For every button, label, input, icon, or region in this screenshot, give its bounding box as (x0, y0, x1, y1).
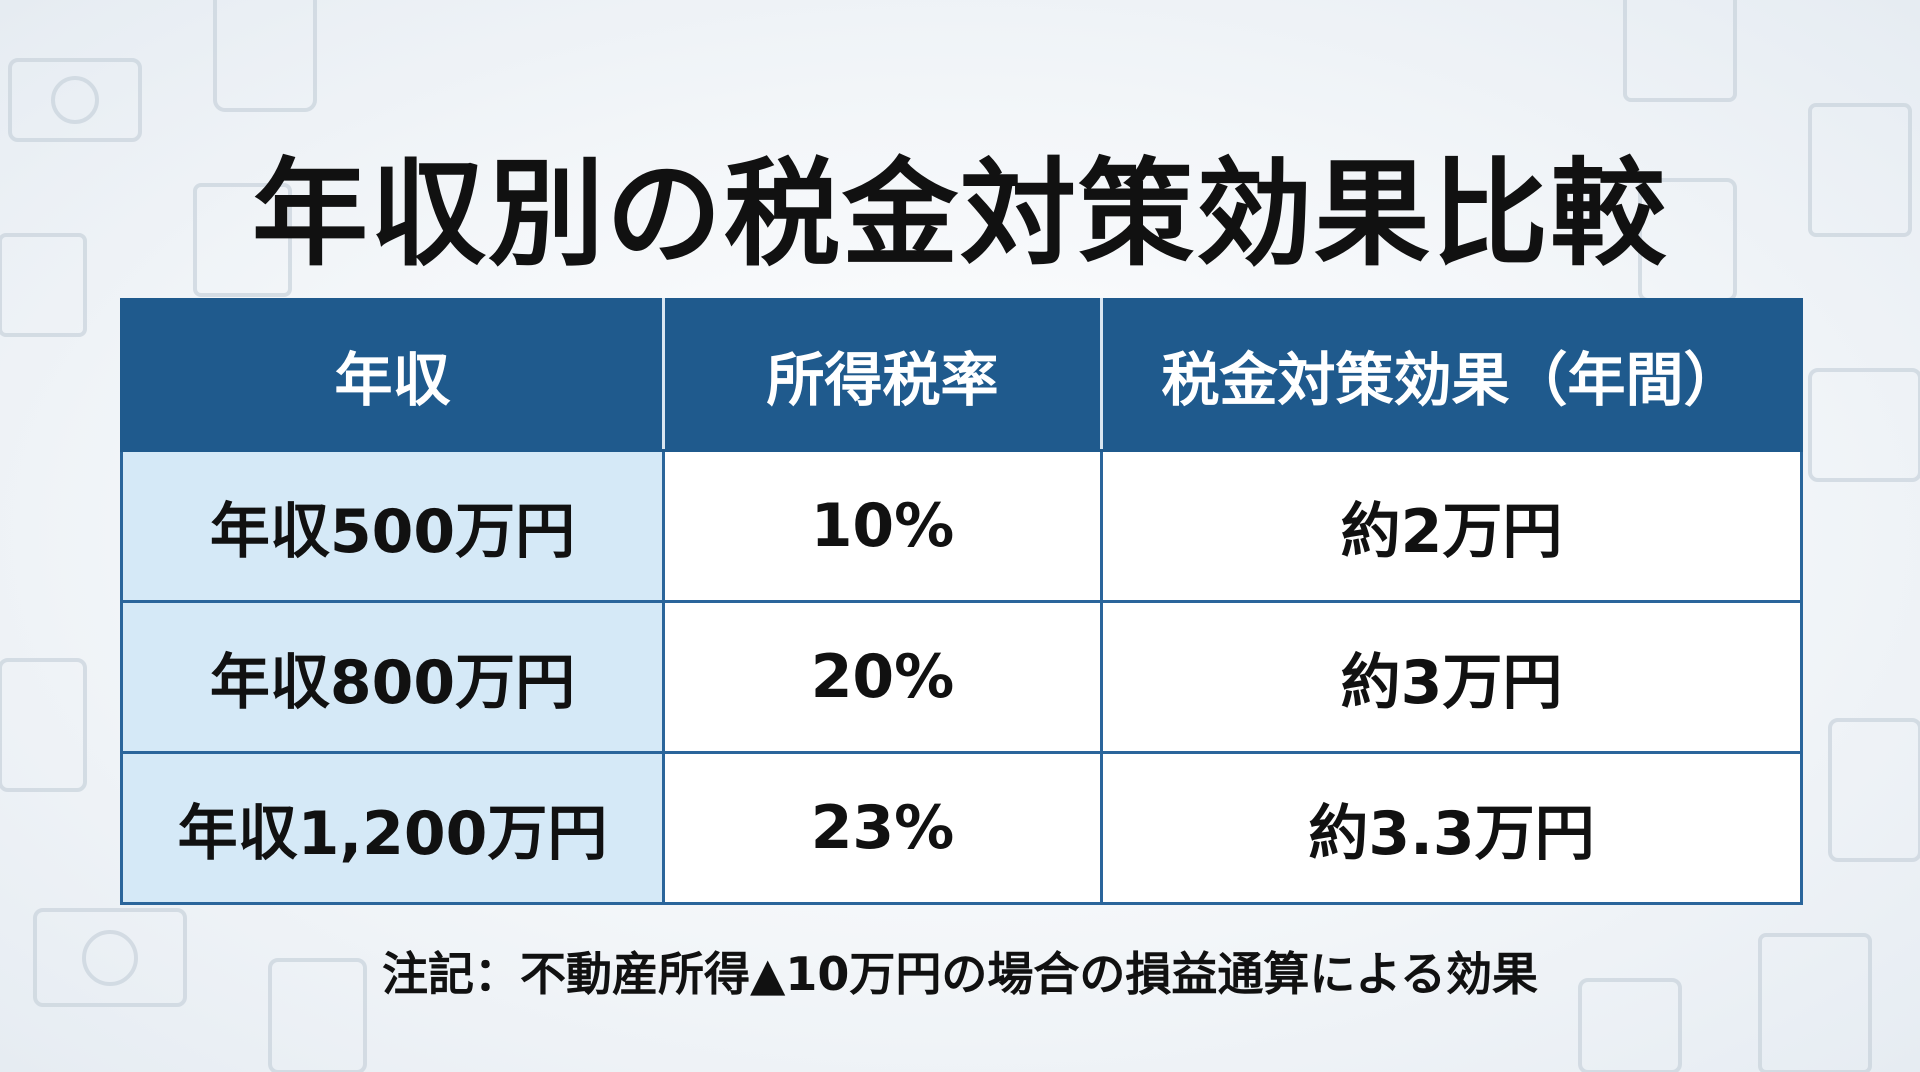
table-row: 年収500万円 10% 約2万円 (120, 449, 1803, 603)
effect-cell: 約3.3万円 (1100, 751, 1803, 905)
column-header: 年収 (120, 298, 665, 452)
income-cell: 年収800万円 (120, 600, 665, 754)
table-body: 年収500万円 10% 約2万円 年収800万円 20% 約3万円 年収1,200万円 23%… (120, 449, 1803, 905)
effect-cell: 約2万円 (1100, 449, 1803, 603)
column-header: 税金対策効果（年間） (1100, 298, 1803, 452)
tax-rate-cell: 23% (662, 751, 1103, 905)
tax-rate-cell: 10% (662, 449, 1103, 603)
comparison-table: 年収 所得税率 税金対策効果（年間） 年収500万円 10% 約2万円 年収800万円 20… (120, 298, 1803, 905)
income-cell: 年収1,200万円 (120, 751, 665, 905)
table-row: 年収800万円 20% 約3万円 (120, 600, 1803, 754)
effect-cell: 約3万円 (1100, 600, 1803, 754)
note: 注記：不動産所得▲10万円の場合の損益通算による効果 (381, 947, 1538, 1001)
header-row: 年収 所得税率 税金対策効果（年間） (120, 298, 1803, 452)
income-cell: 年収500万円 (120, 449, 665, 603)
column-header: 所得税率 (662, 298, 1103, 452)
tax-rate-cell: 20% (662, 600, 1103, 754)
title: 年収別の税金対策効果比較 (252, 147, 1668, 282)
table-row: 年収1,200万円 23% 約3.3万円 (120, 751, 1803, 905)
